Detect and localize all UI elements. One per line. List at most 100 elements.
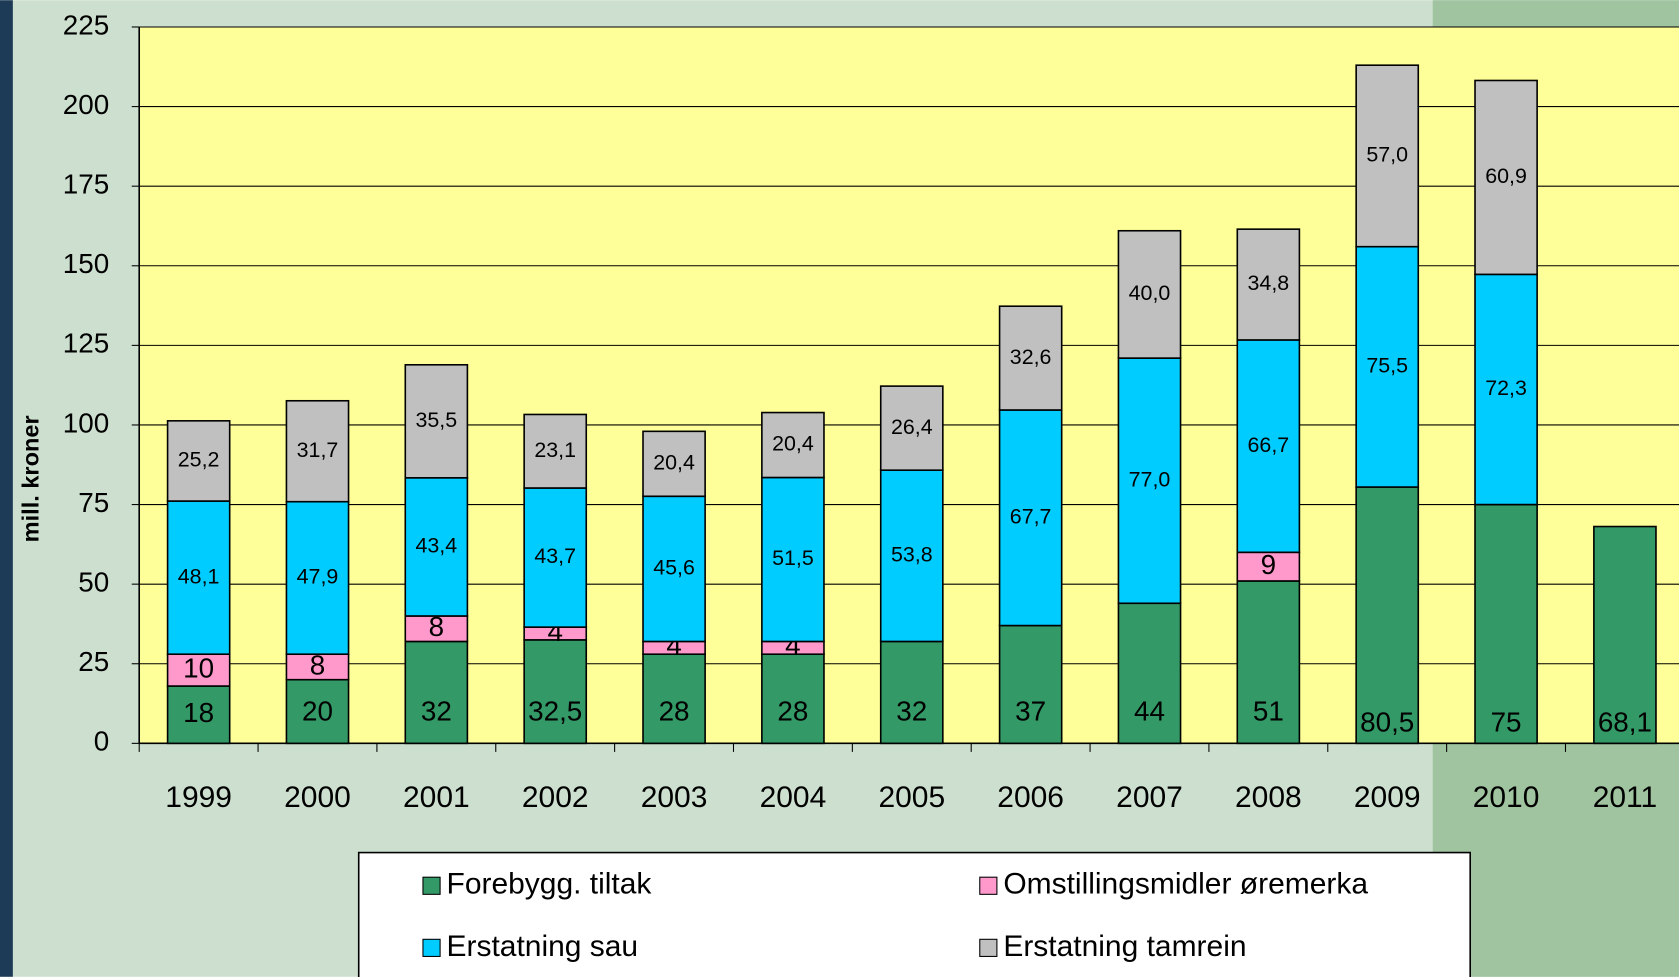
- bar-segment: [642, 495, 706, 643]
- bar-segment: [1355, 64, 1420, 248]
- bar-segment: [285, 399, 350, 503]
- value-label: 57,0: [1366, 143, 1408, 167]
- value-label: 80,5: [1360, 706, 1414, 737]
- value-label: 51,5: [772, 546, 814, 570]
- value-label: 31,7: [297, 438, 339, 462]
- value-label: 9: [1261, 549, 1276, 580]
- bar-segment: [1355, 245, 1420, 488]
- bar-segment: [285, 500, 350, 656]
- value-label: 32,6: [1010, 345, 1052, 369]
- legend-swatch: [979, 876, 998, 895]
- x-tick-label: 2010: [1473, 781, 1540, 814]
- x-tick-label: 2004: [760, 781, 827, 814]
- bar-segment: [879, 385, 944, 471]
- value-label: 25,2: [178, 448, 220, 472]
- y-tick-label: 225: [63, 9, 109, 40]
- bar-segment: [404, 363, 469, 479]
- bar-segment: [523, 639, 588, 745]
- value-label: 28: [777, 696, 808, 727]
- bar-segment: [642, 430, 706, 498]
- left-strip: [0, 0, 13, 977]
- legend-label: Forebygg. tiltak: [447, 868, 653, 901]
- value-label: 44: [1134, 696, 1165, 727]
- y-tick-label: 25: [78, 646, 109, 677]
- x-tick-label: 2002: [522, 781, 589, 814]
- x-tick-label: 2008: [1235, 781, 1302, 814]
- y-axis-title: mill. kroner: [17, 415, 43, 542]
- y-tick-label: 100: [63, 407, 109, 438]
- bar-segment: [166, 685, 231, 745]
- bar-segment: [879, 469, 944, 643]
- x-tick-label: 2006: [997, 781, 1064, 814]
- value-label: 68,1: [1598, 706, 1652, 737]
- legend-label: Omstillingsmidler øremerka: [1003, 868, 1368, 901]
- x-tick-label: 2011: [1593, 781, 1657, 814]
- y-tick-label: 125: [63, 328, 109, 359]
- bar-segment: [1474, 503, 1538, 745]
- bar-segment: [1236, 580, 1301, 745]
- bar-segment: [1593, 525, 1657, 745]
- value-label: 66,7: [1248, 433, 1290, 457]
- bar-segment: [998, 305, 1063, 411]
- y-tick-label: 175: [63, 169, 109, 200]
- x-tick-label: 2000: [284, 781, 351, 814]
- value-label: 40,0: [1129, 281, 1171, 305]
- bar-segment: [166, 500, 231, 656]
- bar-segment: [1236, 228, 1301, 341]
- value-label: 35,5: [416, 408, 458, 432]
- legend-swatch: [422, 938, 441, 957]
- value-label: 77,0: [1129, 467, 1171, 491]
- bar-segment: [879, 640, 944, 745]
- legend-swatch: [422, 876, 441, 895]
- legend-label: Erstatning sau: [447, 930, 639, 963]
- value-label: 75,5: [1366, 354, 1408, 378]
- bar-segment: [1117, 229, 1182, 359]
- value-label: 48,1: [178, 564, 220, 588]
- value-label: 37: [1015, 696, 1046, 727]
- x-tick-label: 2007: [1116, 781, 1183, 814]
- bar-segment: [761, 411, 825, 479]
- value-label: 8: [310, 649, 325, 680]
- value-label: 32,5: [528, 696, 582, 727]
- value-label: 43,7: [534, 544, 576, 568]
- value-label: 20,4: [653, 450, 695, 474]
- bar-segment: [523, 487, 588, 628]
- value-label: 53,8: [891, 542, 933, 566]
- value-label: 18: [183, 697, 214, 728]
- bar-segment: [285, 653, 350, 681]
- legend: [357, 851, 1471, 977]
- y-tick-label: 75: [78, 487, 109, 518]
- x-tick-label: 1999: [165, 781, 232, 814]
- bar-segment: [404, 477, 469, 617]
- x-tick-label: 2001: [403, 781, 470, 814]
- value-label: 32: [896, 696, 927, 727]
- value-label: 20: [302, 696, 333, 727]
- value-label: 32: [421, 696, 452, 727]
- value-label: 20,4: [772, 432, 814, 456]
- bar-segment: [166, 420, 231, 502]
- value-label: 8: [429, 611, 444, 642]
- x-tick-label: 2005: [878, 781, 945, 814]
- value-label: 51: [1253, 696, 1284, 727]
- y-tick-label: 150: [63, 248, 109, 279]
- bar-segment: [1474, 273, 1538, 506]
- x-tick-label: 2003: [641, 781, 708, 814]
- value-label: 28: [659, 696, 690, 727]
- value-label: 34,8: [1248, 271, 1290, 295]
- value-label: 67,7: [1010, 504, 1052, 528]
- value-label: 75: [1491, 706, 1522, 737]
- y-tick-label: 200: [63, 89, 109, 120]
- bar-segment: [1474, 79, 1538, 276]
- bar-segment: [1236, 339, 1301, 554]
- value-label: 43,4: [416, 534, 458, 558]
- bar-segment: [285, 678, 350, 745]
- bar-segment: [642, 653, 706, 745]
- x-tick-label: 2009: [1354, 781, 1421, 814]
- legend-swatch: [979, 938, 998, 957]
- legend-label: Erstatning tamrein: [1003, 930, 1246, 963]
- value-label: 45,6: [653, 556, 695, 580]
- bar-segment: [523, 413, 588, 489]
- bar-segment: [1355, 486, 1420, 745]
